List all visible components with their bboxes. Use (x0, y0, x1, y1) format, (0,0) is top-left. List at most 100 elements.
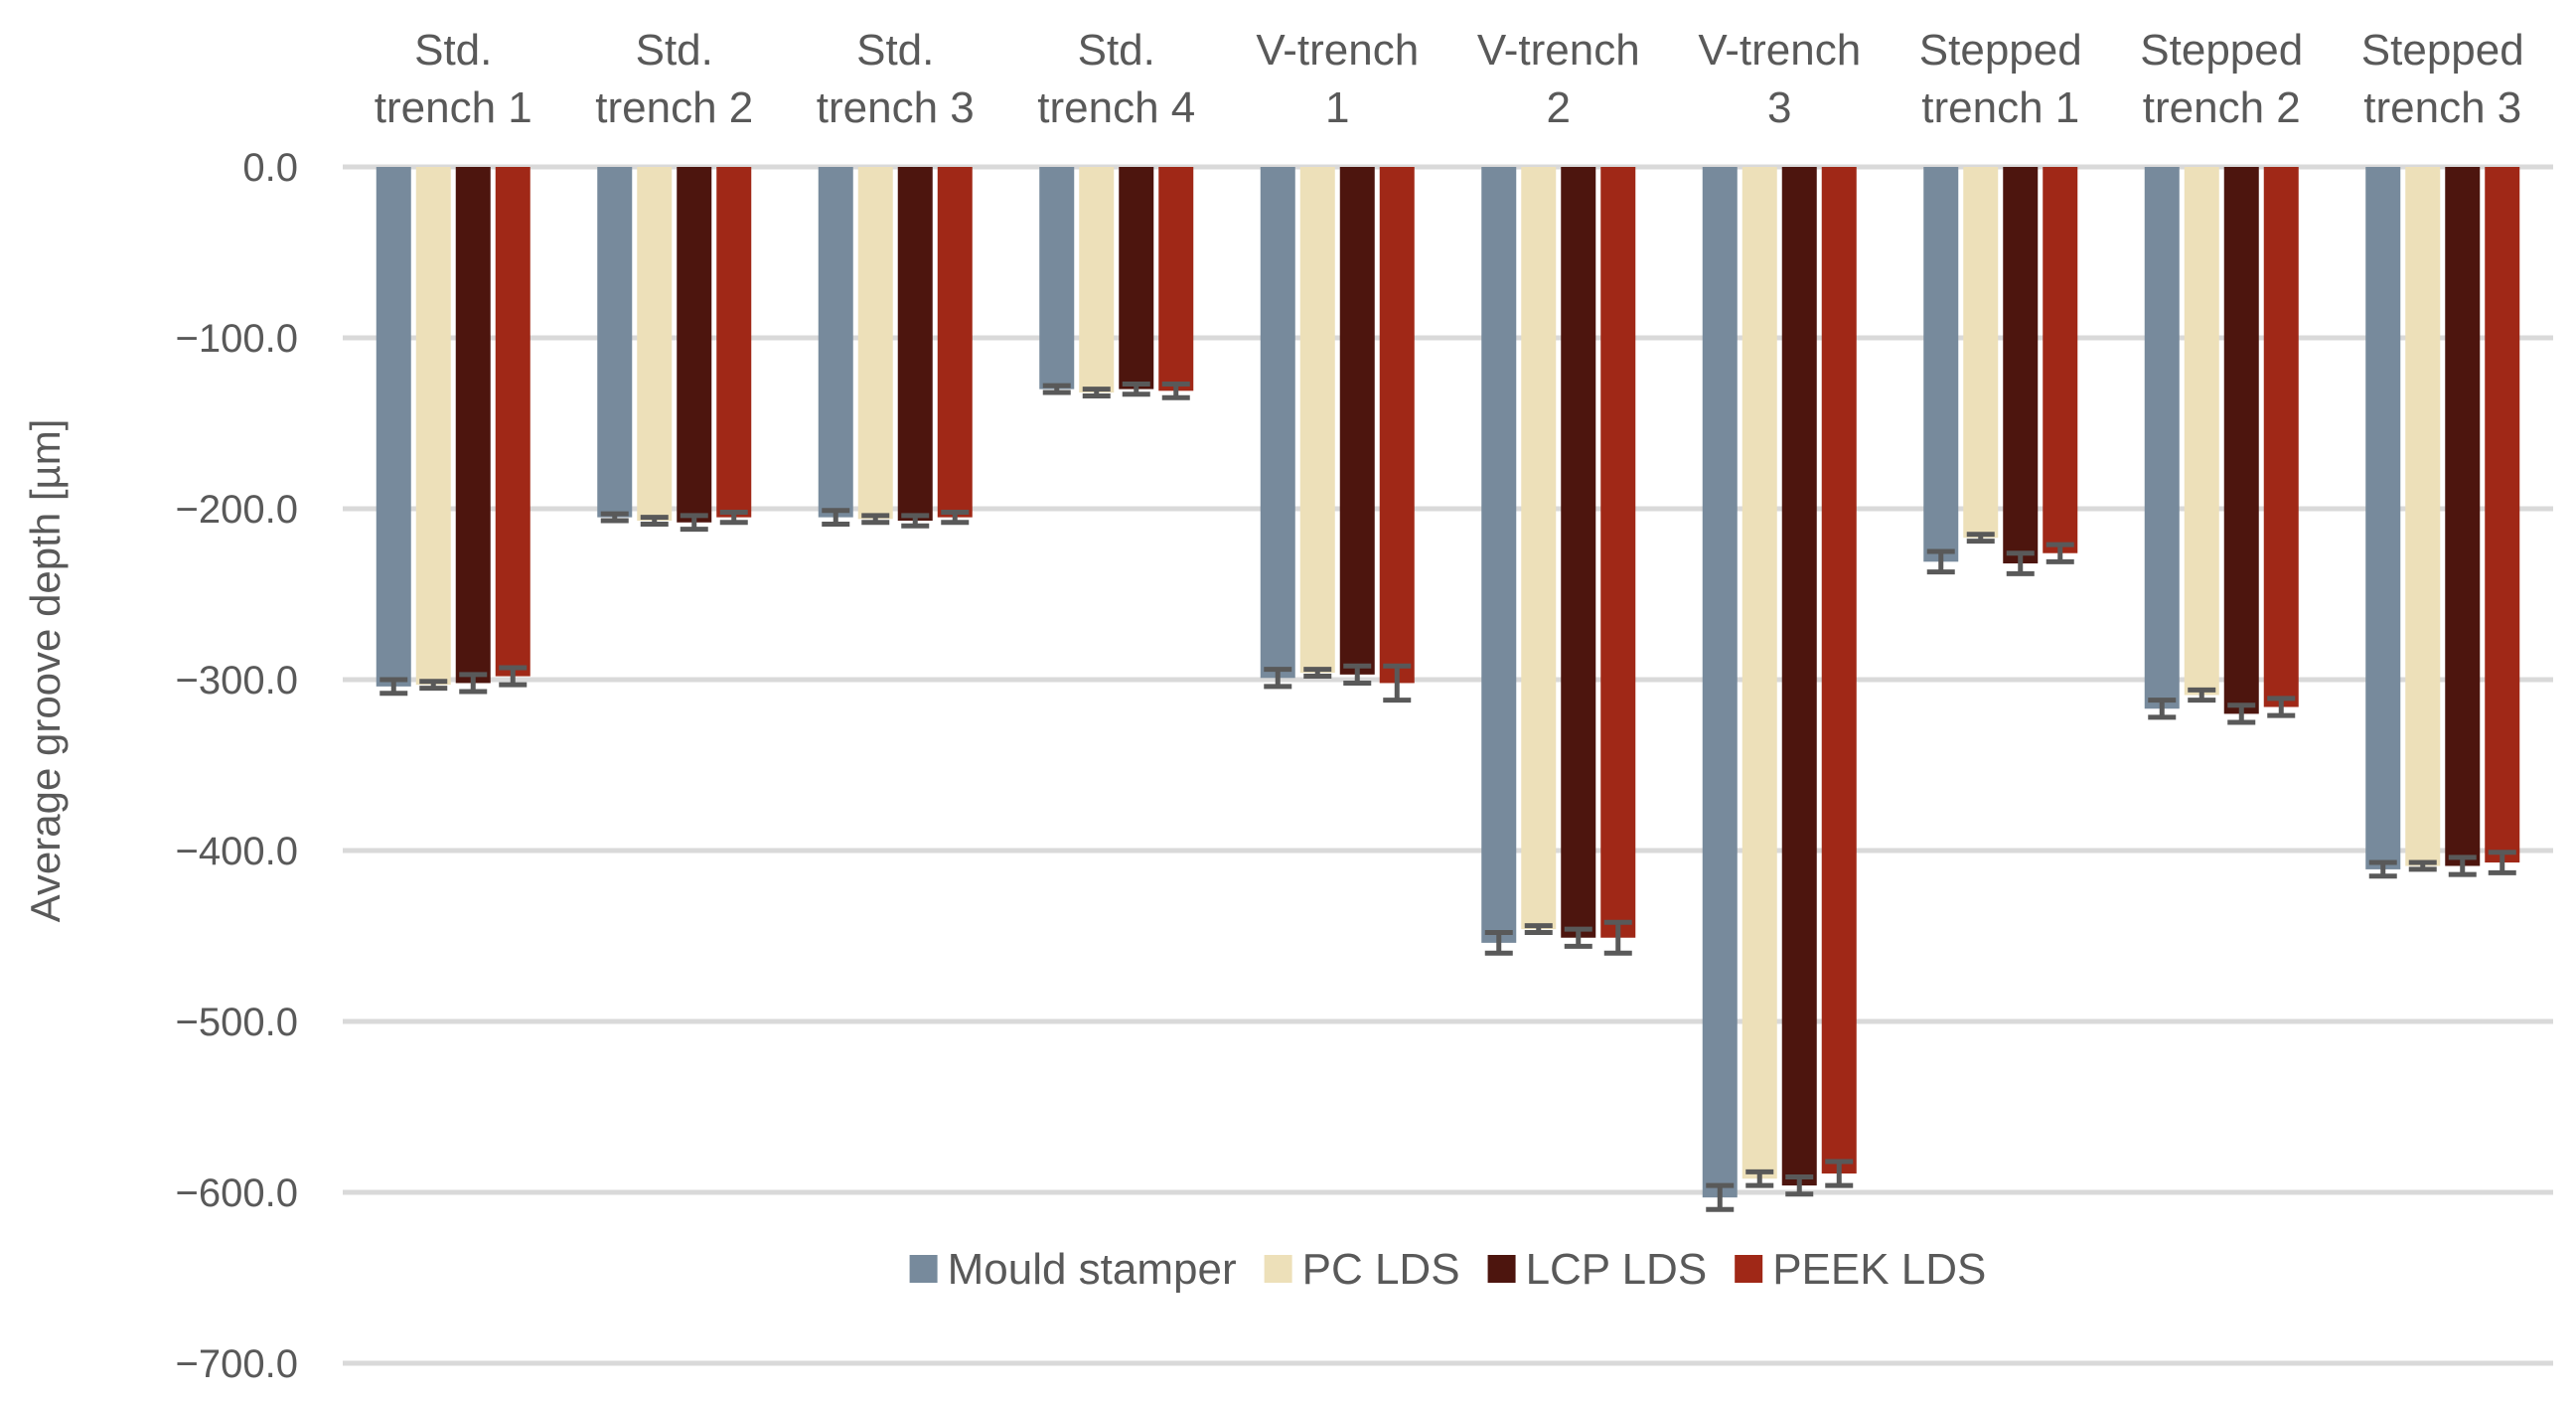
category-label: Std. (636, 26, 713, 75)
bar (2184, 167, 2219, 696)
bar (818, 167, 853, 518)
category-label: trench 2 (2143, 83, 2301, 132)
error-bar (640, 515, 669, 527)
legend-swatch (1264, 1255, 1292, 1283)
bar (1299, 167, 1335, 674)
category-label: trench 3 (2363, 83, 2521, 132)
error-bar (2148, 698, 2177, 720)
category-label: Std. (856, 26, 934, 75)
y-axis-ticks: 0.0 −100.0 −200.0 −300.0 −400.0 −500.0 −600.0 −… (176, 146, 298, 1386)
legend-label: Mould stamper (948, 1245, 1237, 1294)
error-bar (2227, 702, 2256, 725)
error-bar (379, 677, 408, 697)
category-label: trench 1 (375, 83, 532, 132)
bar (1079, 167, 1115, 393)
bar (1260, 167, 1295, 679)
bar (1379, 167, 1415, 684)
bar (495, 167, 530, 677)
bar (1521, 167, 1557, 930)
bar (1781, 167, 1817, 1186)
error-bar (1264, 667, 1292, 690)
y-tick-label: −600.0 (176, 1171, 298, 1215)
bar (2405, 167, 2441, 866)
error-bar (419, 679, 448, 692)
category-label: 3 (1767, 83, 1791, 132)
error-bar (1122, 381, 1150, 397)
error-bars (379, 381, 2516, 1212)
bar (1119, 167, 1154, 389)
legend-swatch (909, 1255, 938, 1283)
error-bar (941, 509, 970, 526)
legend-swatch (1735, 1255, 1763, 1283)
error-bar (1745, 1168, 1774, 1188)
bar (2485, 167, 2520, 863)
bar (1702, 167, 1738, 1198)
category-label: Stepped (2361, 26, 2524, 75)
bar (716, 167, 752, 518)
error-bar (1785, 1174, 1814, 1197)
error-bar (1926, 548, 1955, 575)
error-bar (1966, 532, 1995, 545)
category-label: trench 2 (595, 83, 753, 132)
error-bar (2448, 855, 2477, 877)
error-bar (861, 513, 890, 526)
error-bar (2046, 542, 2074, 564)
bar (1039, 167, 1075, 389)
error-bar (2368, 859, 2397, 879)
error-bar (2488, 850, 2516, 875)
error-bar (1603, 919, 1632, 956)
bar (677, 167, 712, 523)
bar (857, 167, 893, 520)
bar (2003, 167, 2039, 564)
bar (1963, 167, 1999, 539)
category-label: trench 4 (1037, 83, 1195, 132)
error-bar (1484, 930, 1513, 956)
bar (1600, 167, 1636, 938)
bar (1923, 167, 1959, 562)
bar (1561, 167, 1596, 938)
legend-label: PEEK LDS (1772, 1245, 1986, 1294)
error-bar (822, 508, 850, 527)
bar (897, 167, 933, 522)
error-bar (2267, 696, 2296, 718)
gridlines (343, 164, 2553, 1366)
error-bar (1706, 1182, 1735, 1212)
category-label: Std. (1078, 26, 1155, 75)
bar (376, 167, 411, 687)
y-tick-label: −700.0 (176, 1342, 298, 1386)
bar (937, 167, 973, 518)
y-tick-label: 0.0 (242, 146, 298, 190)
error-bar (1161, 381, 1190, 400)
y-tick-label: −400.0 (176, 830, 298, 873)
error-bar (1343, 663, 1372, 686)
bar (1339, 167, 1375, 675)
error-bar (1825, 1159, 1854, 1188)
y-tick-label: −200.0 (176, 488, 298, 532)
legend-item: LCP LDS (1487, 1245, 1708, 1294)
bar (2043, 167, 2078, 553)
category-label: Std. (414, 26, 492, 75)
legend-label: LCP LDS (1526, 1245, 1708, 1294)
category-label: Stepped (2140, 26, 2303, 75)
error-bar (2408, 859, 2437, 872)
bar (2223, 167, 2259, 714)
category-label: trench 1 (1921, 83, 2079, 132)
bar (2445, 167, 2481, 866)
bar (415, 167, 451, 686)
error-bar (1303, 667, 1332, 680)
error-bar (1383, 663, 1412, 703)
bar (597, 167, 633, 518)
bar (1821, 167, 1857, 1174)
y-tick-label: −300.0 (176, 659, 298, 702)
error-bar (2188, 687, 2216, 703)
error-bar (459, 672, 488, 695)
bar (1158, 167, 1194, 391)
error-bar (2006, 550, 2035, 576)
category-label: trench 3 (817, 83, 975, 132)
category-label: Stepped (1919, 26, 2082, 75)
legend-swatch (1487, 1255, 1516, 1283)
error-bar (1042, 383, 1071, 395)
error-bar (1564, 926, 1592, 949)
legend-item: PEEK LDS (1735, 1245, 1986, 1294)
